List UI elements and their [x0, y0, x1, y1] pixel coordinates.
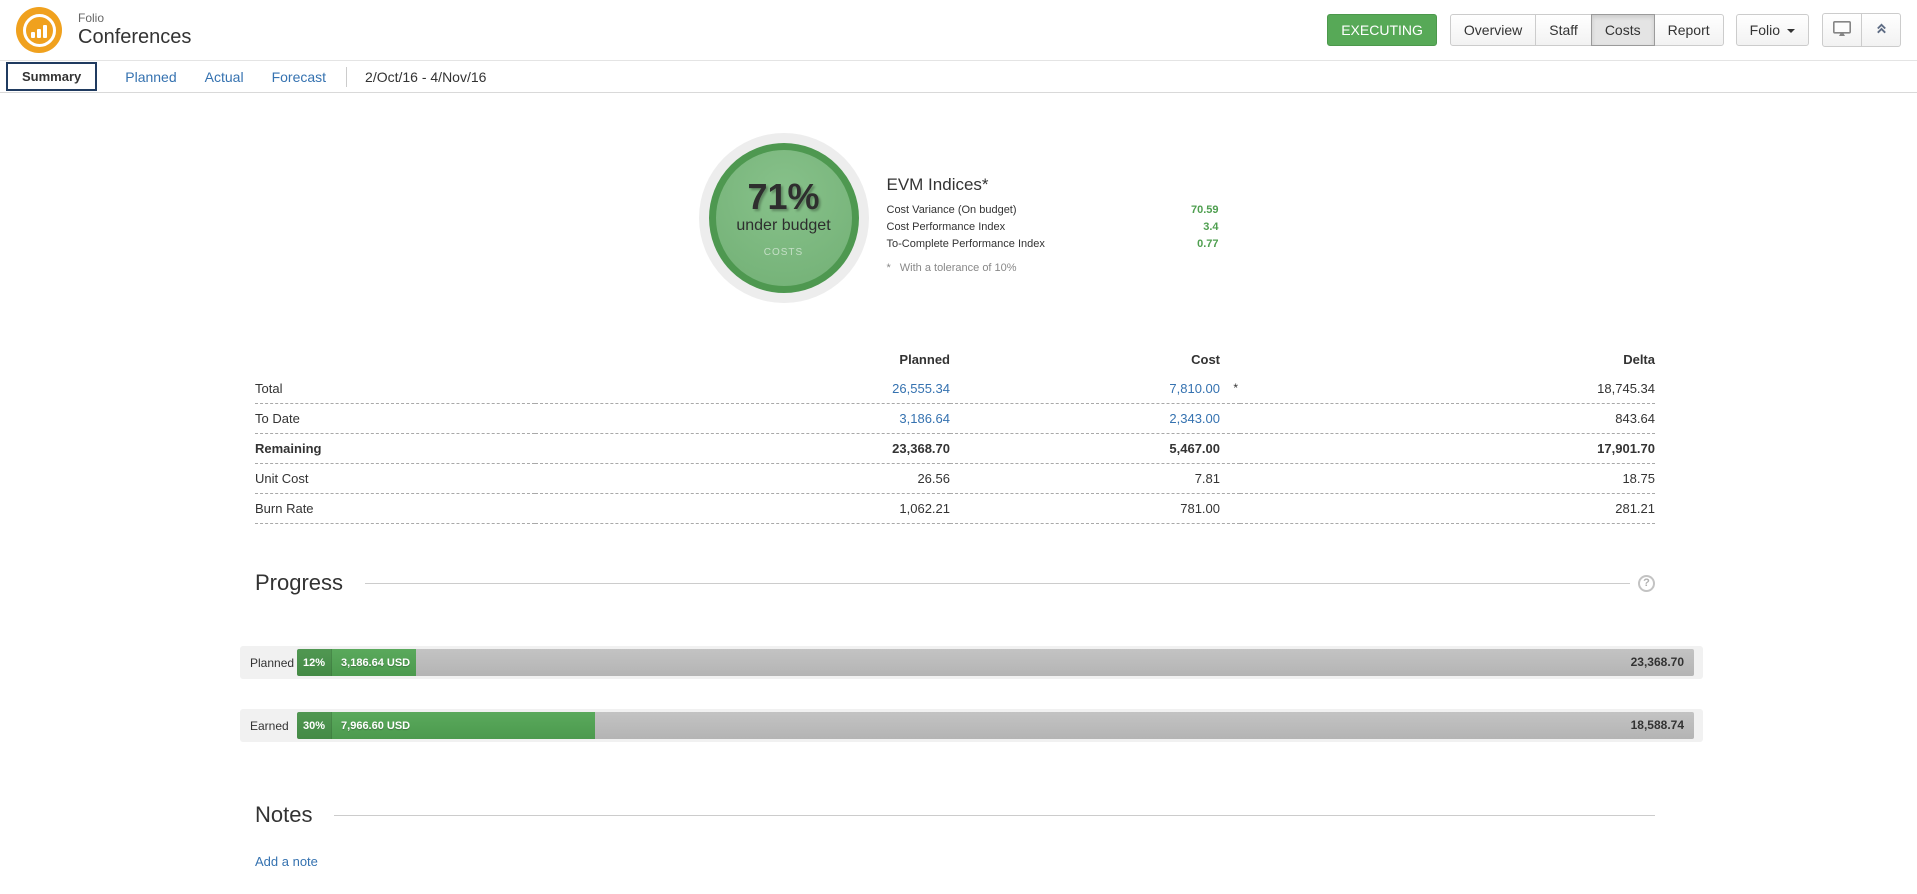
nav-report-button[interactable]: Report — [1653, 14, 1724, 46]
tab-forecast[interactable]: Forecast — [271, 68, 327, 85]
gauge-percent: 71% — [747, 175, 820, 217]
evm-footnote: * With a tolerance of 10% — [886, 262, 1017, 274]
notes-section: Notes Add a note — [255, 802, 1655, 871]
earned-progress-bar: Earned 30% 7,966.60 USD 18,588.74 — [240, 709, 1703, 742]
gauge-label: under budget — [736, 216, 831, 234]
evm-row-cpi: Cost Performance Index 3.4 — [887, 219, 1219, 236]
todate-cost-link[interactable]: 2,343.00 — [1169, 411, 1220, 426]
total-cost-link[interactable]: 7,810.00 — [1169, 381, 1220, 396]
earned-bar-fill: 30% 7,966.60 USD — [297, 712, 595, 739]
tab-planned[interactable]: Planned — [125, 68, 177, 85]
table-row-total: Total 26,555.34 7,810.00 * 18,745.34 — [255, 374, 1655, 404]
costs-subnav: Summary Planned Actual Forecast 2/Oct/16… — [0, 61, 1917, 93]
evm-value: 0.77 — [1197, 238, 1219, 250]
col-header-cost: Cost — [1191, 352, 1220, 367]
todate-planned-link[interactable]: 3,186.64 — [899, 411, 950, 426]
burnrate-planned: 1,062.21 — [535, 493, 950, 524]
folio-dropdown-button[interactable]: Folio — [1735, 14, 1809, 46]
earned-bar-value: 7,966.60 USD — [341, 719, 411, 732]
status-badge-executing[interactable]: EXECUTING — [1327, 14, 1437, 46]
nav-staff-button[interactable]: Staff — [1535, 14, 1592, 46]
table-row-remaining: Remaining 23,368.70 5,467.00 17,901.70 — [255, 433, 1655, 464]
unitcost-cost: 7.81 — [950, 463, 1240, 494]
monitor-icon — [1832, 20, 1852, 40]
notes-title: Notes — [255, 802, 313, 827]
earned-bar-remaining: 18,588.74 — [1630, 718, 1684, 732]
table-row-unit-cost: Unit Cost 26.56 7.81 18.75 — [255, 463, 1655, 494]
costs-table: Planned Cost Delta Total 26,555.34 7,810… — [255, 347, 1655, 524]
total-delta: 18,745.34 — [1240, 374, 1655, 404]
remaining-planned: 23,368.70 — [535, 433, 950, 464]
folio-logo-icon — [16, 7, 62, 53]
table-header-row: Planned Cost Delta — [255, 347, 1655, 374]
date-range: 2/Oct/16 - 4/Nov/16 — [365, 68, 487, 85]
total-planned-link[interactable]: 26,555.34 — [892, 381, 950, 396]
col-header-planned: Planned — [899, 352, 950, 367]
remaining-cost: 5,467.00 — [950, 433, 1240, 464]
burnrate-delta: 281.21 — [1240, 493, 1655, 524]
evm-title: EVM Indices* — [886, 175, 989, 194]
page-title: Conferences — [78, 26, 192, 48]
evm-row-tcpi: To-Complete Performance Index 0.77 — [887, 236, 1219, 253]
help-icon[interactable]: ? — [1638, 574, 1655, 592]
chevron-down-icon — [1787, 29, 1795, 34]
table-row-to-date: To Date 3,186.64 2,343.00 843.64 — [255, 403, 1655, 434]
col-header-delta: Delta — [1623, 352, 1655, 367]
presentation-mode-button[interactable] — [1822, 13, 1862, 47]
unitcost-planned: 26.56 — [535, 463, 950, 494]
earned-bar-percent: 30% — [297, 712, 333, 739]
table-row-burn-rate: Burn Rate 1,062.21 781.00 281.21 — [255, 493, 1655, 524]
evm-panel: EVM Indices* Cost Variance (On budget) 7… — [887, 175, 1219, 274]
divider — [346, 66, 348, 87]
view-tools-group — [1822, 13, 1901, 47]
progress-title: Progress — [255, 570, 344, 595]
summary-top-row: 71% under budget COSTS EVM Indices* Cost… — [0, 133, 1917, 303]
todate-delta: 843.64 — [1240, 403, 1655, 434]
remaining-delta: 17,901.70 — [1240, 433, 1655, 464]
progress-section: Progress ? Planned 12% 3,186.64 USD 23,3… — [240, 570, 1703, 742]
burnrate-cost: 781.00 — [950, 493, 1240, 524]
add-note-link[interactable]: Add a note — [255, 854, 318, 869]
budget-gauge: 71% under budget COSTS — [708, 143, 859, 293]
app-header: Folio Conferences EXECUTING Overview Sta… — [0, 0, 1917, 61]
bar-chart-icon — [22, 13, 56, 47]
nav-costs-button[interactable]: Costs — [1590, 14, 1655, 46]
evm-value: 3.4 — [1203, 221, 1219, 233]
evm-value: 70.59 — [1190, 204, 1219, 216]
planned-bar-value: 3,186.64 USD — [341, 656, 411, 669]
tab-actual[interactable]: Actual — [204, 68, 244, 85]
nav-overview-button[interactable]: Overview — [1449, 14, 1537, 46]
collapse-header-button[interactable] — [1861, 13, 1901, 47]
unitcost-delta: 18.75 — [1240, 463, 1655, 494]
app-label: Folio — [78, 11, 105, 25]
evm-row-cost-variance: Cost Variance (On budget) 70.59 — [887, 202, 1219, 219]
planned-bar-percent: 12% — [297, 649, 333, 676]
divider — [365, 582, 1630, 584]
cost-footnote-star: * — [1233, 381, 1238, 395]
planned-progress-bar: Planned 12% 3,186.64 USD 23,368.70 — [240, 646, 1703, 679]
planned-bar-remaining: 23,368.70 — [1630, 655, 1684, 669]
divider — [334, 814, 1655, 816]
planned-bar-fill: 12% 3,186.64 USD — [297, 649, 416, 676]
tab-summary[interactable]: Summary — [6, 62, 98, 91]
header-nav-group: Overview Staff Costs Report — [1449, 14, 1724, 46]
collapse-up-icon — [1875, 22, 1888, 38]
gauge-caption: COSTS — [763, 246, 804, 258]
